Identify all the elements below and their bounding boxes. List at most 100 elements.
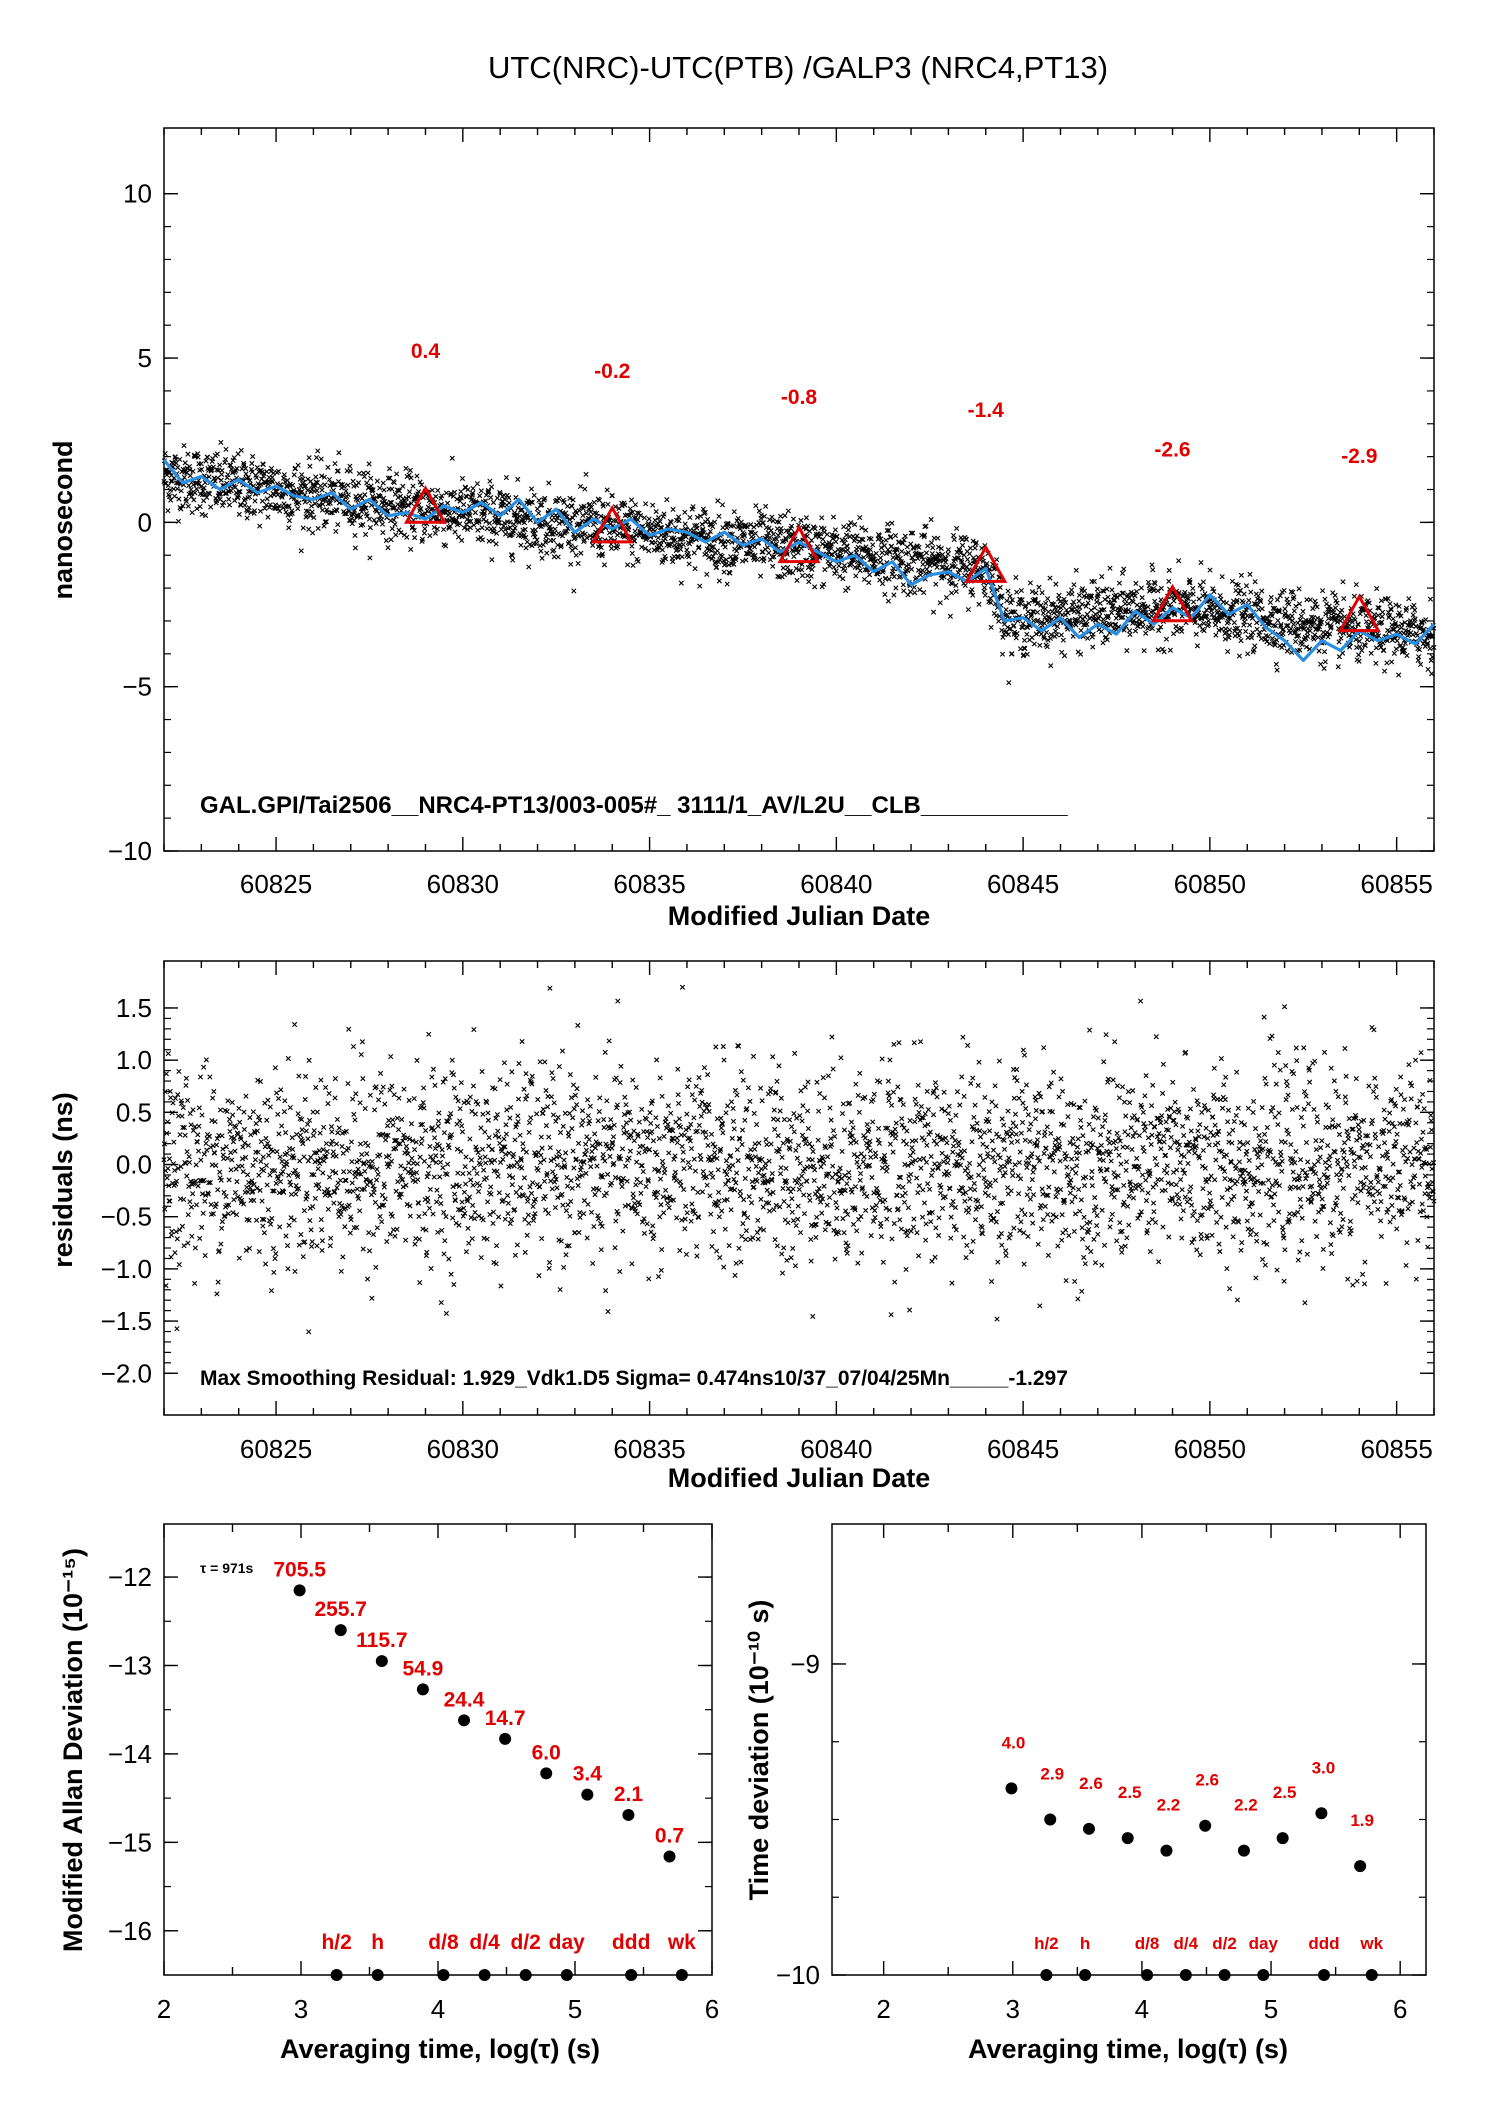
time-series-point bbox=[539, 555, 545, 561]
time-series-point bbox=[497, 489, 503, 496]
time-series-point bbox=[362, 505, 368, 511]
time-series-point bbox=[483, 518, 489, 524]
time-series-point bbox=[367, 555, 373, 561]
time-series-point bbox=[443, 490, 449, 496]
time-series-point bbox=[544, 550, 550, 556]
time-series-point bbox=[410, 483, 416, 489]
time-series-point bbox=[782, 513, 788, 519]
time-series-point bbox=[370, 487, 376, 493]
time-series-point bbox=[415, 489, 422, 495]
time-series-point bbox=[780, 565, 786, 571]
time-series-point bbox=[515, 476, 521, 482]
time-series-point bbox=[805, 565, 811, 571]
time-series-point bbox=[444, 500, 451, 506]
time-series-point bbox=[219, 502, 226, 509]
time-series-point bbox=[726, 562, 732, 568]
time-series-point bbox=[454, 496, 460, 502]
time-series-point bbox=[198, 461, 204, 467]
time-series-point bbox=[788, 523, 795, 529]
time-series-point bbox=[410, 524, 416, 530]
time-series-point bbox=[389, 486, 395, 492]
time-series-point bbox=[606, 530, 613, 536]
time-series-point bbox=[502, 496, 508, 503]
time-series-point bbox=[405, 502, 411, 509]
time-series-point bbox=[627, 506, 633, 512]
time-series-point bbox=[642, 545, 648, 552]
time-series-point bbox=[333, 528, 339, 534]
time-series-point bbox=[662, 536, 668, 542]
time-series-point bbox=[275, 492, 281, 498]
time-series-point bbox=[452, 489, 458, 495]
time-series-point bbox=[733, 553, 739, 560]
time-series-point bbox=[799, 573, 806, 579]
time-series-point bbox=[347, 463, 353, 469]
time-series-point bbox=[190, 468, 196, 474]
time-series-point bbox=[739, 558, 746, 564]
time-series-point bbox=[243, 471, 249, 477]
time-series-point bbox=[368, 483, 374, 489]
time-series-point bbox=[568, 561, 574, 567]
time-series-point bbox=[719, 553, 725, 559]
time-series-point bbox=[432, 530, 438, 536]
time-series-point bbox=[185, 451, 191, 457]
time-series-xtick-label: 60850 bbox=[1174, 869, 1246, 899]
time-series-point bbox=[349, 521, 355, 527]
time-series-point bbox=[523, 534, 529, 541]
time-series-point bbox=[764, 533, 770, 539]
time-series-point bbox=[169, 478, 175, 484]
time-series-point bbox=[298, 548, 304, 554]
time-series-point bbox=[265, 514, 271, 520]
time-series-point bbox=[594, 510, 600, 516]
time-series-point bbox=[506, 495, 512, 501]
time-series-point bbox=[670, 558, 676, 565]
time-series-point bbox=[185, 503, 191, 509]
time-series-point bbox=[252, 508, 258, 514]
time-series-point bbox=[371, 517, 377, 523]
residuals-ytick-label: −2.0 bbox=[101, 1358, 152, 1388]
time-series-point bbox=[752, 530, 759, 537]
residuals-ytick-label: 1.0 bbox=[116, 1045, 152, 1075]
time-series-point bbox=[761, 555, 767, 561]
time-series-point bbox=[785, 508, 791, 514]
time-series-point bbox=[583, 510, 589, 516]
residuals-annotation: Max Smoothing Residual: 1.929_Vdk1.D5 Si… bbox=[200, 1367, 1068, 1390]
time-series-point bbox=[537, 502, 544, 508]
time-series-point bbox=[276, 503, 282, 509]
time-series-point bbox=[743, 557, 749, 563]
time-series-point bbox=[314, 488, 320, 494]
time-series-point bbox=[470, 485, 476, 491]
time-series-point bbox=[336, 450, 342, 456]
time-series-point bbox=[326, 476, 333, 482]
time-series-annotation: GAL.GPI/Tai2506__NRC4-PT13/003-005#_ 311… bbox=[200, 792, 1068, 819]
time-series-point bbox=[183, 498, 189, 504]
time-series-point bbox=[464, 494, 470, 500]
time-series-point bbox=[330, 496, 336, 502]
time-series-point bbox=[441, 526, 447, 532]
time-series-point bbox=[551, 554, 557, 560]
time-series-point bbox=[386, 466, 393, 472]
time-series-point bbox=[707, 528, 713, 534]
time-series-point bbox=[365, 470, 371, 476]
time-series-point bbox=[411, 527, 417, 533]
time-series-point bbox=[609, 493, 615, 499]
time-series-point bbox=[559, 533, 566, 539]
time-series-point bbox=[387, 499, 393, 506]
time-series-point bbox=[477, 493, 483, 499]
time-series-point bbox=[730, 523, 737, 529]
time-series-point bbox=[694, 514, 700, 520]
time-series-point bbox=[494, 530, 500, 536]
time-series-point bbox=[322, 519, 328, 525]
time-series-point bbox=[655, 515, 662, 521]
time-series-point bbox=[312, 501, 318, 507]
time-series-point bbox=[670, 506, 676, 512]
time-series-point bbox=[510, 528, 517, 534]
time-series-point bbox=[598, 544, 604, 551]
time-series-point bbox=[312, 483, 318, 489]
time-series-point bbox=[566, 539, 572, 545]
time-series-point bbox=[218, 477, 224, 483]
time-series-point bbox=[446, 510, 453, 516]
time-series-point bbox=[635, 517, 641, 523]
time-series-point bbox=[199, 511, 205, 517]
time-series-point bbox=[295, 462, 301, 468]
time-series-point bbox=[310, 530, 316, 536]
